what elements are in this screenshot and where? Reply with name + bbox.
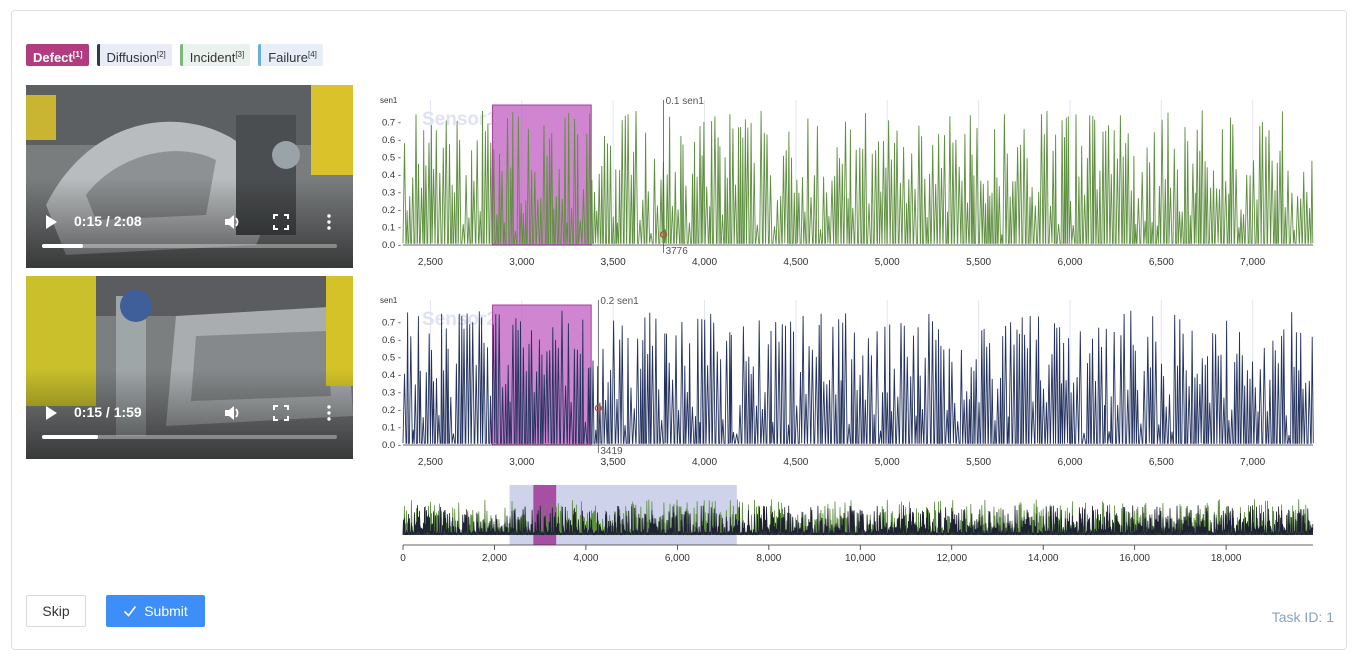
y-tick-label: 0.4 - [382,170,401,181]
x-tick-label: 7,000 [1240,457,1265,468]
x-tick-label: 3,500 [601,457,626,468]
y-tick-label: 0.7 - [382,118,401,129]
cursor-x-label: 3776 [666,246,689,257]
overview-x-tick-label: 14,000 [1028,553,1059,564]
y-tick-label: 0.3 - [382,188,401,199]
check-icon [124,606,137,617]
y-tick-label: 0.0 - [382,240,401,251]
x-tick-label: 5,000 [875,457,900,468]
overview-x-tick-label: 18,000 [1211,553,1242,564]
y-axis-label: sen1 [380,96,398,105]
label-bar: Defect[1] Diffusion[2] Incident[3] Failu… [26,44,323,66]
x-tick-label: 3,000 [509,457,534,468]
x-tick-label: 4,000 [692,257,717,268]
video-time: 0:15 / 1:59 [74,404,142,420]
play-icon[interactable] [42,404,60,422]
x-tick-label: 3,500 [601,257,626,268]
video-controls-shade [26,178,353,268]
cursor-point [594,404,602,412]
overview-x-tick-label: 0 [400,553,406,564]
y-tick-label: 0.7 - [382,318,401,329]
x-tick-label: 4,000 [692,457,717,468]
video-progress-bar[interactable] [42,244,337,248]
overview-x-tick-label: 6,000 [665,553,690,564]
signal-line [402,110,1314,244]
x-tick-label: 7,000 [1240,257,1265,268]
x-tick-label: 5,000 [875,257,900,268]
y-axis-label: sen1 [380,296,398,305]
y-tick-label: 0.2 - [382,205,401,216]
y-tick-label: 0.3 - [382,388,401,399]
x-tick-label: 3,000 [509,257,534,268]
overview-x-tick-label: 12,000 [936,553,967,564]
video-player-1[interactable]: 0:15 / 2:08 [26,85,353,268]
y-tick-label: 0.2 - [382,405,401,416]
fullscreen-icon[interactable] [272,213,290,231]
more-vertical-icon[interactable] [320,213,338,231]
more-vertical-icon[interactable] [320,404,338,422]
play-icon[interactable] [42,213,60,231]
label-incident[interactable]: Incident[3] [179,44,251,66]
time-series-chart[interactable]: Sensor1 sen1 0.0 - 0.1 - 0.2 - 0.3 - 0.4 - 0.5 … [370,80,1330,580]
label-defect[interactable]: Defect[1] [26,44,89,66]
video-progress-fill [42,244,84,248]
y-tick-label: 0.5 - [382,153,401,164]
video-time: 0:15 / 2:08 [74,213,142,229]
x-tick-label: 5,500 [966,457,991,468]
task-id: Task ID: 1 [1271,609,1334,625]
y-tick-label: 0.5 - [382,353,401,364]
y-tick-label: 0.1 - [382,223,401,234]
video-player-2[interactable]: 0:15 / 1:59 [26,276,353,459]
x-tick-label: 2,500 [418,457,443,468]
y-tick-label: 0.4 - [382,370,401,381]
signal-line [402,310,1314,444]
overview-x-tick-label: 8,000 [756,553,781,564]
x-tick-label: 5,500 [966,257,991,268]
x-tick-label: 4,500 [783,457,808,468]
fullscreen-icon[interactable] [272,404,290,422]
x-tick-label: 2,500 [418,257,443,268]
video-progress-fill [42,435,99,439]
overview-x-tick-label: 16,000 [1119,553,1150,564]
cursor-value-label: 0.2 sen1 [600,296,639,307]
overview-x-tick-label: 4,000 [573,553,598,564]
skip-button[interactable]: Skip [26,595,86,627]
y-tick-label: 0.6 - [382,335,401,346]
x-tick-label: 6,000 [1057,457,1082,468]
cursor-value-label: 0.1 sen1 [666,96,705,107]
x-tick-label: 6,000 [1057,257,1082,268]
task-container [11,10,1347,650]
overview-x-tick-label: 2,000 [482,553,507,564]
label-failure[interactable]: Failure[4] [258,44,323,66]
cursor-x-label: 3419 [600,446,623,457]
x-tick-label: 6,500 [1149,257,1174,268]
video-controls-shade [26,369,353,459]
video-progress-bar[interactable] [42,435,337,439]
overview-x-tick-label: 10,000 [845,553,876,564]
volume-icon[interactable] [223,404,241,422]
y-tick-label: 0.0 - [382,440,401,451]
x-tick-label: 4,500 [783,257,808,268]
chart-title: Sensor1 [422,109,497,130]
submit-button[interactable]: Submit [106,595,205,627]
cursor-point [659,230,668,239]
volume-icon[interactable] [223,213,241,231]
y-tick-label: 0.6 - [382,135,401,146]
label-diffusion[interactable]: Diffusion[2] [96,44,172,66]
x-tick-label: 6,500 [1149,457,1174,468]
submit-label: Submit [144,603,188,619]
time-series-panel: Sensor1 sen1 0.0 - 0.1 - 0.2 - 0.3 - 0.4 - 0.5 … [370,80,1330,580]
y-tick-label: 0.1 - [382,423,401,434]
overview-signal-line [402,505,1314,536]
